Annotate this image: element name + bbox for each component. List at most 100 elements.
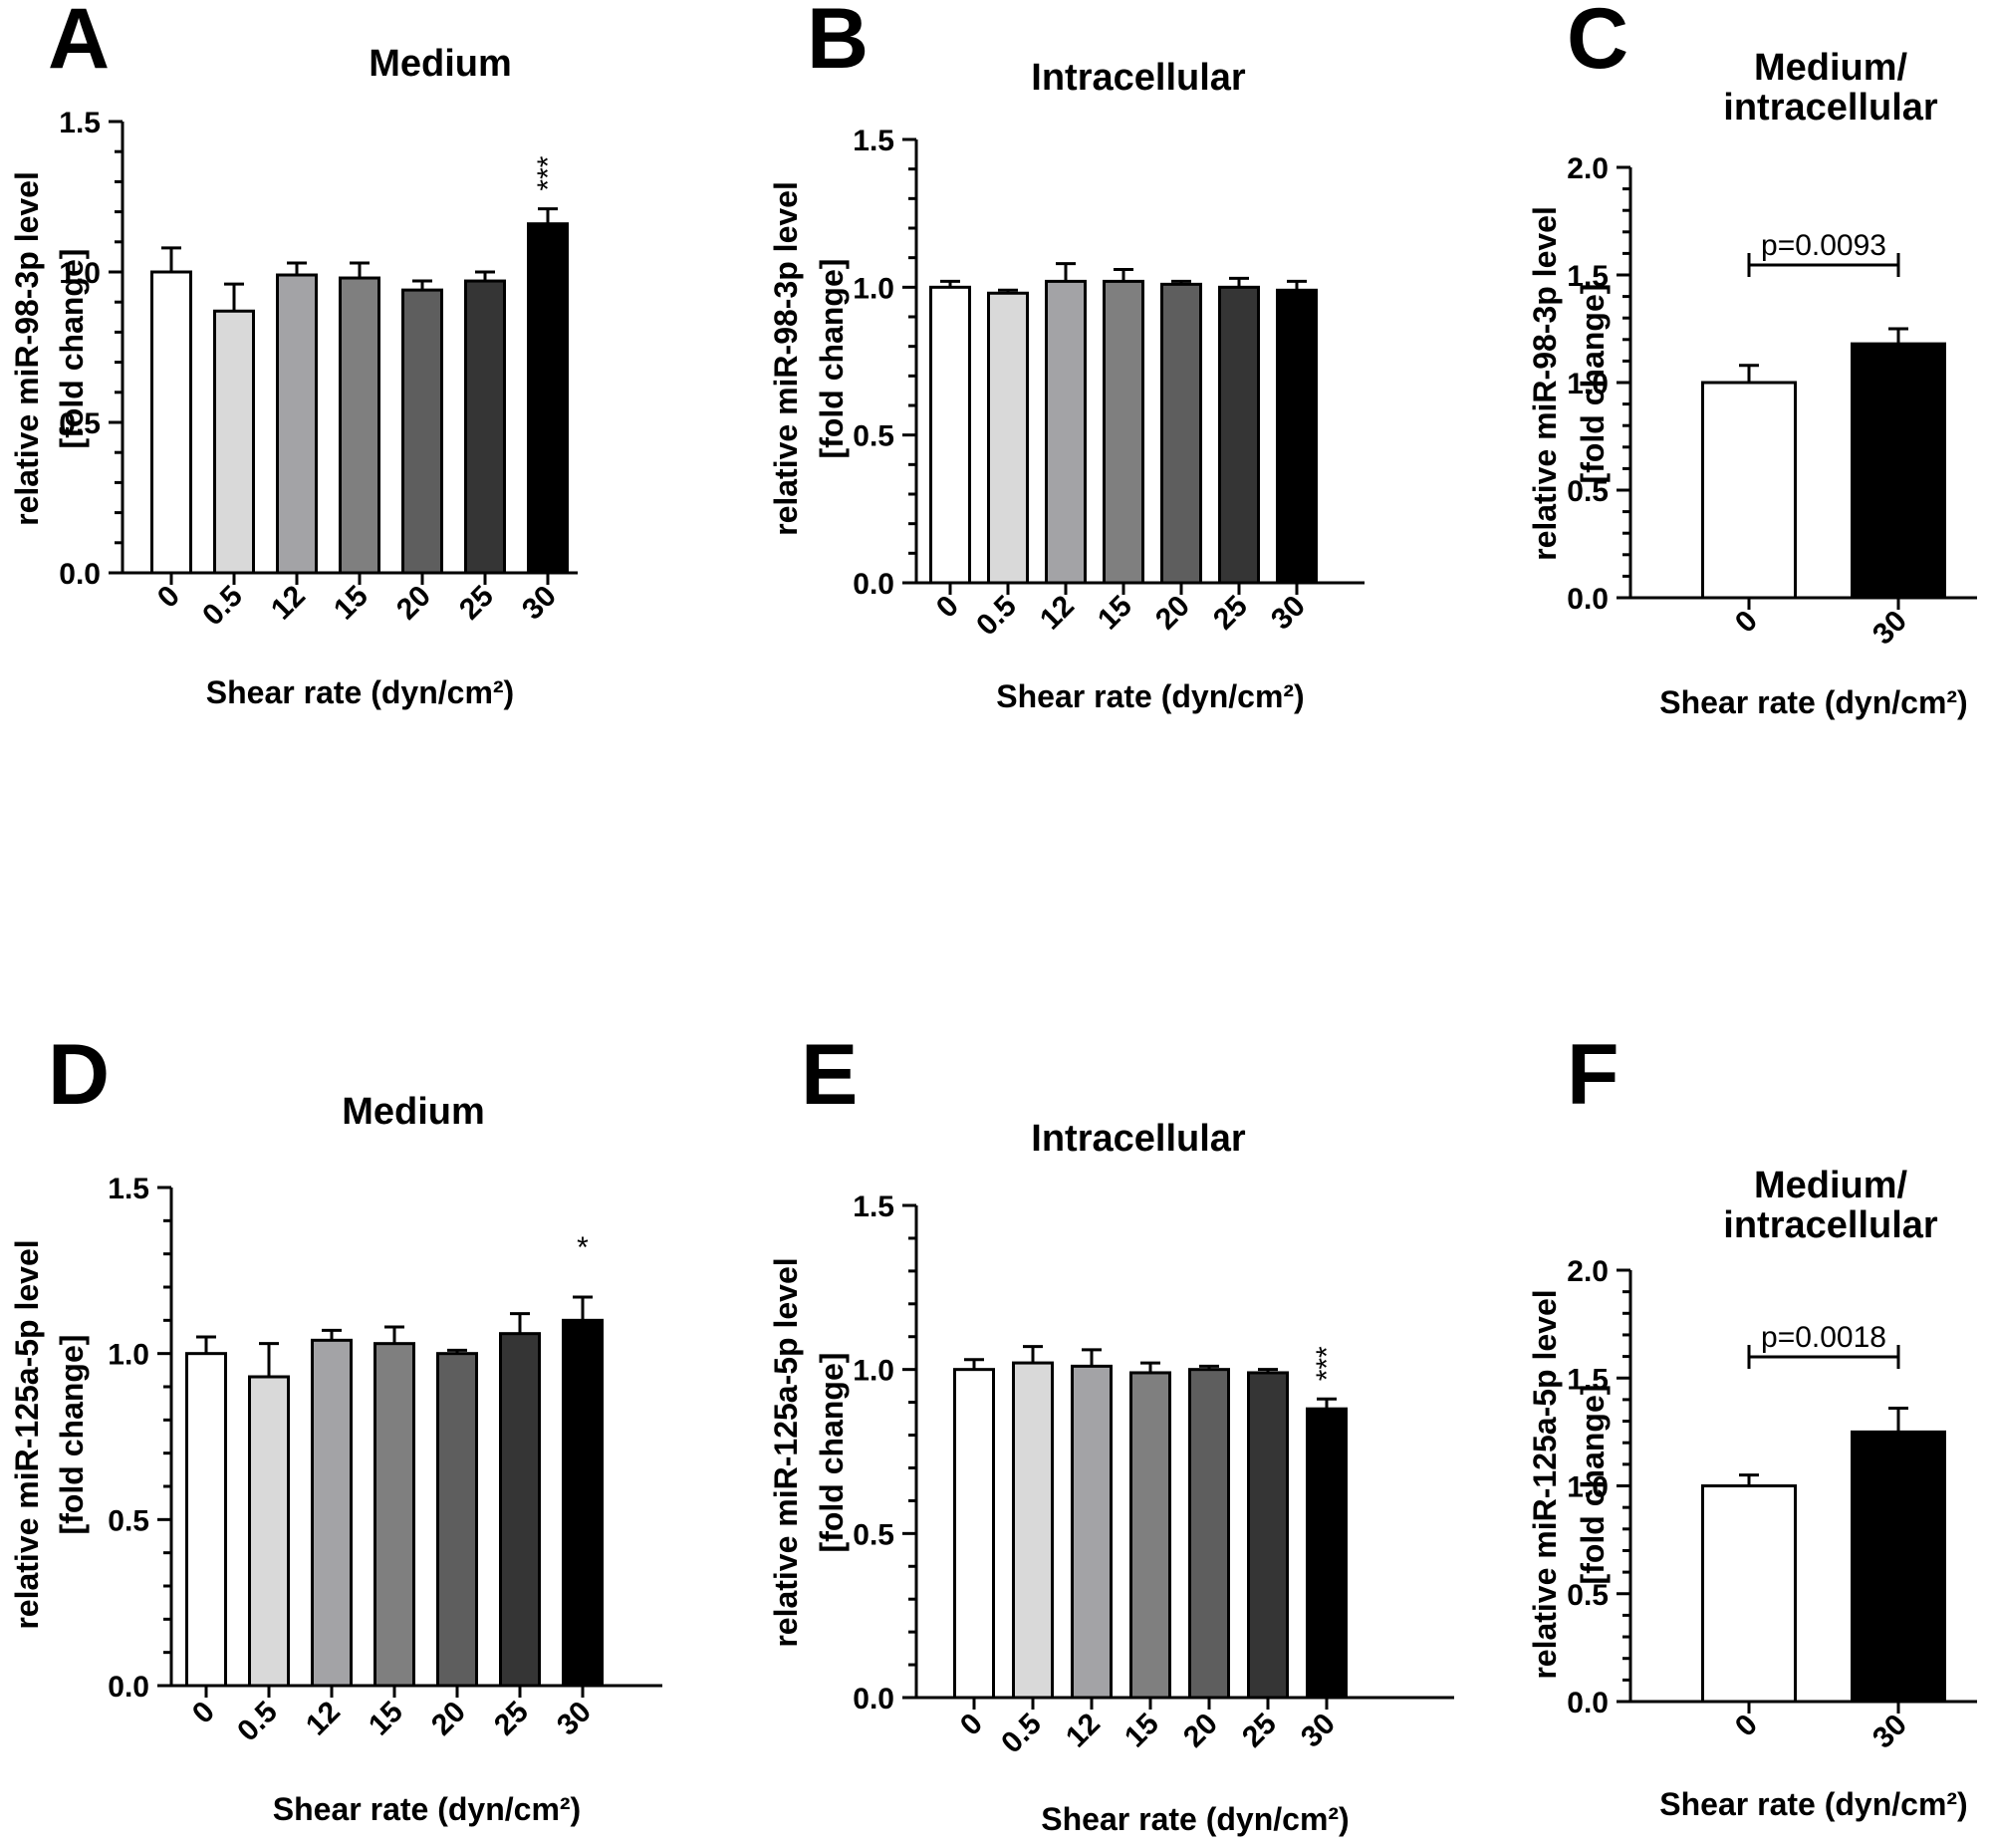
x-tick-label: 0.5 [231,1696,284,1748]
y-axis-label: relative miR-98-3p level [768,181,804,536]
panel-title: intracellular [1723,1204,1938,1246]
x-axis-label: Shear rate (dyn/cm²) [206,674,514,710]
bar [1701,1484,1797,1704]
y-tick-label: 0.0 [59,558,101,591]
bar [929,285,971,585]
panel-f: F Medium/intracellular relative miR-125a-5… [1527,1027,1977,1822]
panel-letter: B [807,0,869,87]
panel-d: D Medium relative miR-125a-5p level [fold c… [9,1027,662,1827]
panel-title: Intracellular [1031,57,1246,99]
x-tick-label: 25 [453,580,500,627]
bar [499,1332,541,1688]
panel-letter: C [1567,0,1628,87]
bar [1103,279,1144,585]
panel-letter: E [801,1027,858,1123]
panel-letter: D [48,1027,110,1123]
y-tick-label: 0.0 [1567,583,1609,616]
p-value-label: p=0.0018 [1761,1321,1886,1354]
bar [464,279,506,575]
x-axis-label: Shear rate (dyn/cm²) [1041,1801,1349,1837]
bar [1071,1364,1113,1700]
bar [1247,1371,1289,1700]
y-tick-label: 0.5 [108,1504,149,1537]
bar [1701,381,1797,600]
y-tick-label: 1.5 [853,1190,894,1223]
panel-b: B Intracellular relative miR-98-3p level [f… [768,0,1365,714]
x-tick-label: 0.5 [995,1708,1048,1760]
x-tick-label: 20 [425,1696,472,1742]
bar [401,288,443,575]
panel-e: E Intracellular relative miR-125a-5p level… [768,1027,1454,1837]
bar [1851,342,1946,600]
y-tick-label: 1.5 [1567,260,1609,293]
y-tick-label: 1.0 [853,272,894,305]
x-tick-label: 30 [516,580,563,627]
y-tick-label: 0.0 [853,568,894,601]
bar [276,273,318,575]
panel-title: Intracellular [1031,1118,1246,1160]
bar [953,1368,995,1700]
y-tick-label: 1.0 [853,1355,894,1388]
y-tick-label: 1.0 [108,1339,149,1372]
x-tick-label: 12 [1034,590,1081,637]
significance-label: * [577,1231,589,1264]
x-tick-label: 12 [265,580,312,627]
y-tick-label: 1.0 [59,257,101,290]
bar [1276,288,1318,585]
bar [1129,1371,1171,1700]
x-tick-label: 0 [186,1696,221,1730]
x-axis-label: Shear rate (dyn/cm²) [996,678,1304,714]
bar [436,1352,478,1688]
y-tick-label: 1.5 [853,125,894,157]
panel-title: intracellular [1723,87,1938,129]
x-tick-label: 12 [300,1696,347,1742]
bar [562,1318,604,1688]
x-tick-label: 30 [1295,1708,1342,1754]
panel-title: Medium [342,1091,485,1133]
x-tick-label: 20 [390,580,437,627]
bar [339,276,380,575]
x-axis-label: Shear rate (dyn/cm²) [1659,1786,1967,1822]
bar [311,1338,353,1688]
x-tick-label: 0 [954,1708,989,1742]
x-axis-label: Shear rate (dyn/cm²) [273,1791,581,1827]
y-tick-label: 0.5 [1567,1579,1609,1612]
y-tick-label: 0.0 [1567,1687,1609,1719]
x-axis-label: Shear rate (dyn/cm²) [1659,684,1967,720]
y-axis-label: relative miR-125a-5p level [768,1257,804,1647]
significance-label: *** [1311,1346,1344,1381]
x-tick-label: 30 [1867,1709,1913,1755]
y-tick-label: 1.5 [1567,1363,1609,1396]
y-tick-label: 2.0 [1567,1255,1609,1288]
y-axis-label: relative miR-98-3p level [1527,206,1563,561]
x-tick-label: 20 [1177,1708,1224,1754]
y-axis-label: relative miR-125a-5p level [1527,1289,1563,1679]
bar [185,1352,227,1688]
x-tick-label: 20 [1149,590,1196,637]
bar [1045,279,1087,585]
x-tick-label: 0 [1729,605,1764,640]
x-tick-label: 0.5 [970,590,1023,643]
bar [527,222,569,575]
x-tick-label: 0.5 [196,580,249,633]
x-tick-label: 15 [1092,590,1138,637]
panel-a: A Medium relative miR-98-3p level [fold cha… [9,0,578,710]
bar [1188,1368,1230,1700]
x-tick-label: 12 [1060,1708,1107,1754]
panel-title: Medium/ [1754,1165,1908,1206]
x-tick-label: 0 [151,580,186,615]
y-axis-label: [fold change] [1575,284,1611,484]
x-tick-label: 15 [328,580,374,627]
panel-c: C Medium/intracellular relative miR-98-3p … [1527,0,1977,720]
bar [1160,282,1202,585]
y-axis-label: relative miR-98-3p level [9,171,45,526]
y-axis-label: [fold change] [54,249,90,449]
bar [987,291,1029,585]
x-tick-label: 15 [363,1696,409,1742]
y-tick-label: 0.0 [108,1671,149,1704]
y-axis-label: [fold change] [54,1335,90,1535]
y-tick-label: 1.5 [59,107,101,139]
y-tick-label: 0.5 [1567,475,1609,508]
x-tick-label: 0 [1729,1709,1764,1743]
x-tick-label: 25 [488,1696,535,1742]
